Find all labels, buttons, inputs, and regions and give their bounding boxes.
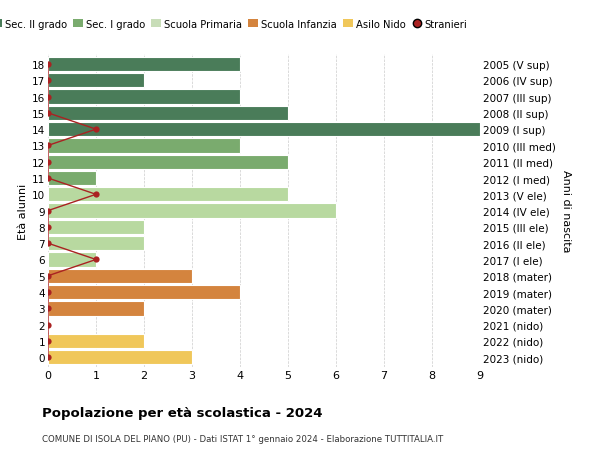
Y-axis label: Età alunni: Età alunni — [18, 183, 28, 239]
Bar — [48, 253, 96, 267]
Bar — [48, 58, 240, 72]
Bar — [48, 334, 144, 348]
Bar — [48, 204, 336, 218]
Bar — [48, 269, 192, 283]
Text: COMUNE DI ISOLA DEL PIANO (PU) - Dati ISTAT 1° gennaio 2024 - Elaborazione TUTTI: COMUNE DI ISOLA DEL PIANO (PU) - Dati IS… — [42, 434, 443, 443]
Bar — [48, 188, 288, 202]
Bar — [48, 139, 240, 153]
Bar — [48, 74, 144, 88]
Bar — [48, 90, 240, 105]
Bar — [48, 123, 480, 137]
Bar — [48, 220, 144, 235]
Bar — [48, 285, 240, 300]
Bar — [48, 350, 192, 364]
Text: Popolazione per età scolastica - 2024: Popolazione per età scolastica - 2024 — [42, 406, 323, 419]
Y-axis label: Anni di nascita: Anni di nascita — [561, 170, 571, 252]
Bar — [48, 172, 96, 186]
Bar — [48, 302, 144, 316]
Bar — [48, 106, 288, 121]
Legend: Sec. II grado, Sec. I grado, Scuola Primaria, Scuola Infanzia, Asilo Nido, Stran: Sec. II grado, Sec. I grado, Scuola Prim… — [0, 19, 467, 29]
Bar — [48, 236, 144, 251]
Bar — [48, 155, 288, 169]
